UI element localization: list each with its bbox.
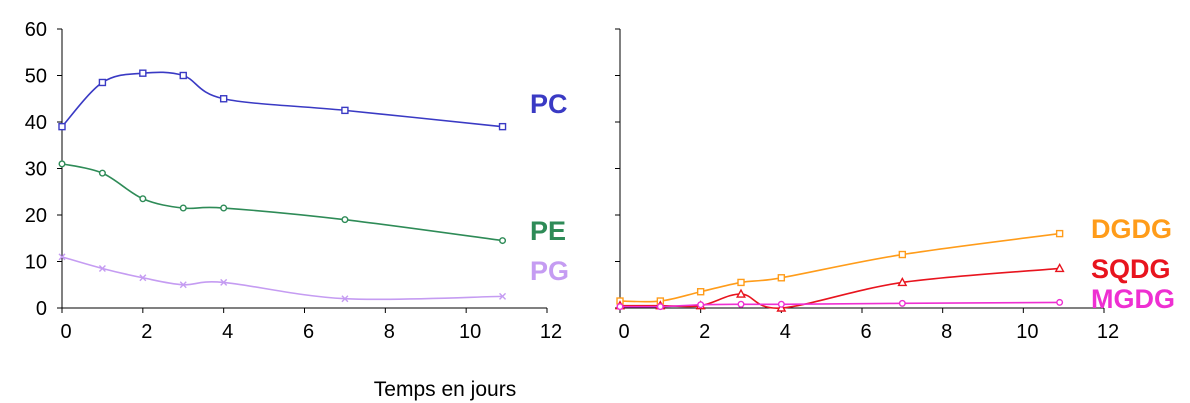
data-point-pc (341, 106, 349, 115)
x-tick-label: 0 (618, 321, 629, 343)
data-point-mgdg (898, 299, 906, 307)
x-tick-label: 6 (303, 321, 314, 343)
data-point-mgdg (737, 300, 745, 308)
data-point-mgdg (1056, 298, 1064, 306)
data-point-dgdg (696, 288, 705, 296)
shared-x-axis-label: Temps en jours (374, 378, 516, 401)
y-tick-label: 0 (36, 298, 47, 320)
data-point-pe (341, 216, 349, 224)
data-point-pg (98, 264, 106, 272)
data-point-pe (179, 204, 187, 212)
x-tick-label: 4 (222, 321, 233, 343)
data-point-dgdg (737, 278, 745, 287)
series-label-mgdg: MGDG (1091, 284, 1175, 314)
data-point-pg (139, 274, 147, 282)
series-line-dgdg (619, 232, 1060, 303)
series-line-pg (61, 256, 503, 301)
data-point-mgdg (656, 303, 664, 311)
series-line-pc (61, 71, 503, 128)
data-point-mgdg (616, 303, 624, 311)
series-label-pe: PE (530, 216, 566, 246)
series-line-mgdg (619, 301, 1060, 308)
x-tick-label: 10 (1016, 321, 1038, 343)
series-label-dgdg: DGDG (1091, 214, 1172, 244)
data-point-sqdg (1054, 263, 1065, 273)
y-tick-label: 60 (25, 19, 47, 41)
data-point-pc (498, 122, 507, 131)
data-point-mgdg (697, 301, 705, 309)
data-point-dgdg (1055, 229, 1064, 238)
data-point-mgdg (777, 300, 785, 308)
x-tick-label: 2 (141, 321, 152, 343)
x-tick-label: 4 (780, 321, 791, 343)
y-tick-label: 20 (25, 205, 47, 227)
chart-phospholipids: 0 10 20 30 40 50 60 0 2 4 6 8 10 12 PC PE PG (25, 19, 569, 343)
data-point-pg (499, 292, 507, 300)
data-point-sqdg (897, 276, 908, 287)
y-tick-label: 50 (25, 66, 47, 88)
data-point-pe (98, 169, 106, 177)
series-label-pc: PC (530, 89, 568, 119)
data-point-dgdg (898, 250, 907, 259)
series-label-pg: PG (530, 256, 569, 286)
data-point-pc (98, 78, 107, 87)
data-point-pc (179, 71, 187, 80)
data-point-pg (220, 278, 228, 286)
x-tick-label: 2 (699, 321, 710, 343)
data-point-pc (58, 122, 66, 131)
data-point-pe (58, 160, 66, 168)
x-tick-label: 12 (540, 321, 562, 343)
data-point-pg (58, 253, 66, 261)
x-tick-label: 8 (941, 321, 952, 343)
x-tick-label: 0 (60, 321, 71, 343)
data-point-pe (499, 237, 507, 245)
data-point-pg (179, 281, 187, 289)
x-tick-label: 12 (1097, 321, 1119, 343)
y-tick-label: 10 (25, 252, 47, 274)
data-point-pc (139, 69, 147, 77)
y-tick-label: 40 (25, 112, 47, 134)
x-tick-label: 10 (459, 321, 481, 343)
data-point-sqdg (736, 288, 746, 298)
series-line-pe (61, 163, 503, 242)
data-point-dgdg (777, 274, 786, 282)
series-label-sqdg: SQDG (1091, 254, 1171, 284)
data-point-pe (139, 195, 147, 203)
data-point-pg (341, 295, 349, 303)
data-point-pc (219, 95, 228, 103)
y-tick-label: 30 (25, 159, 47, 181)
x-tick-label: 6 (860, 321, 871, 343)
data-point-pe (220, 204, 228, 212)
x-tick-label: 8 (384, 321, 395, 343)
